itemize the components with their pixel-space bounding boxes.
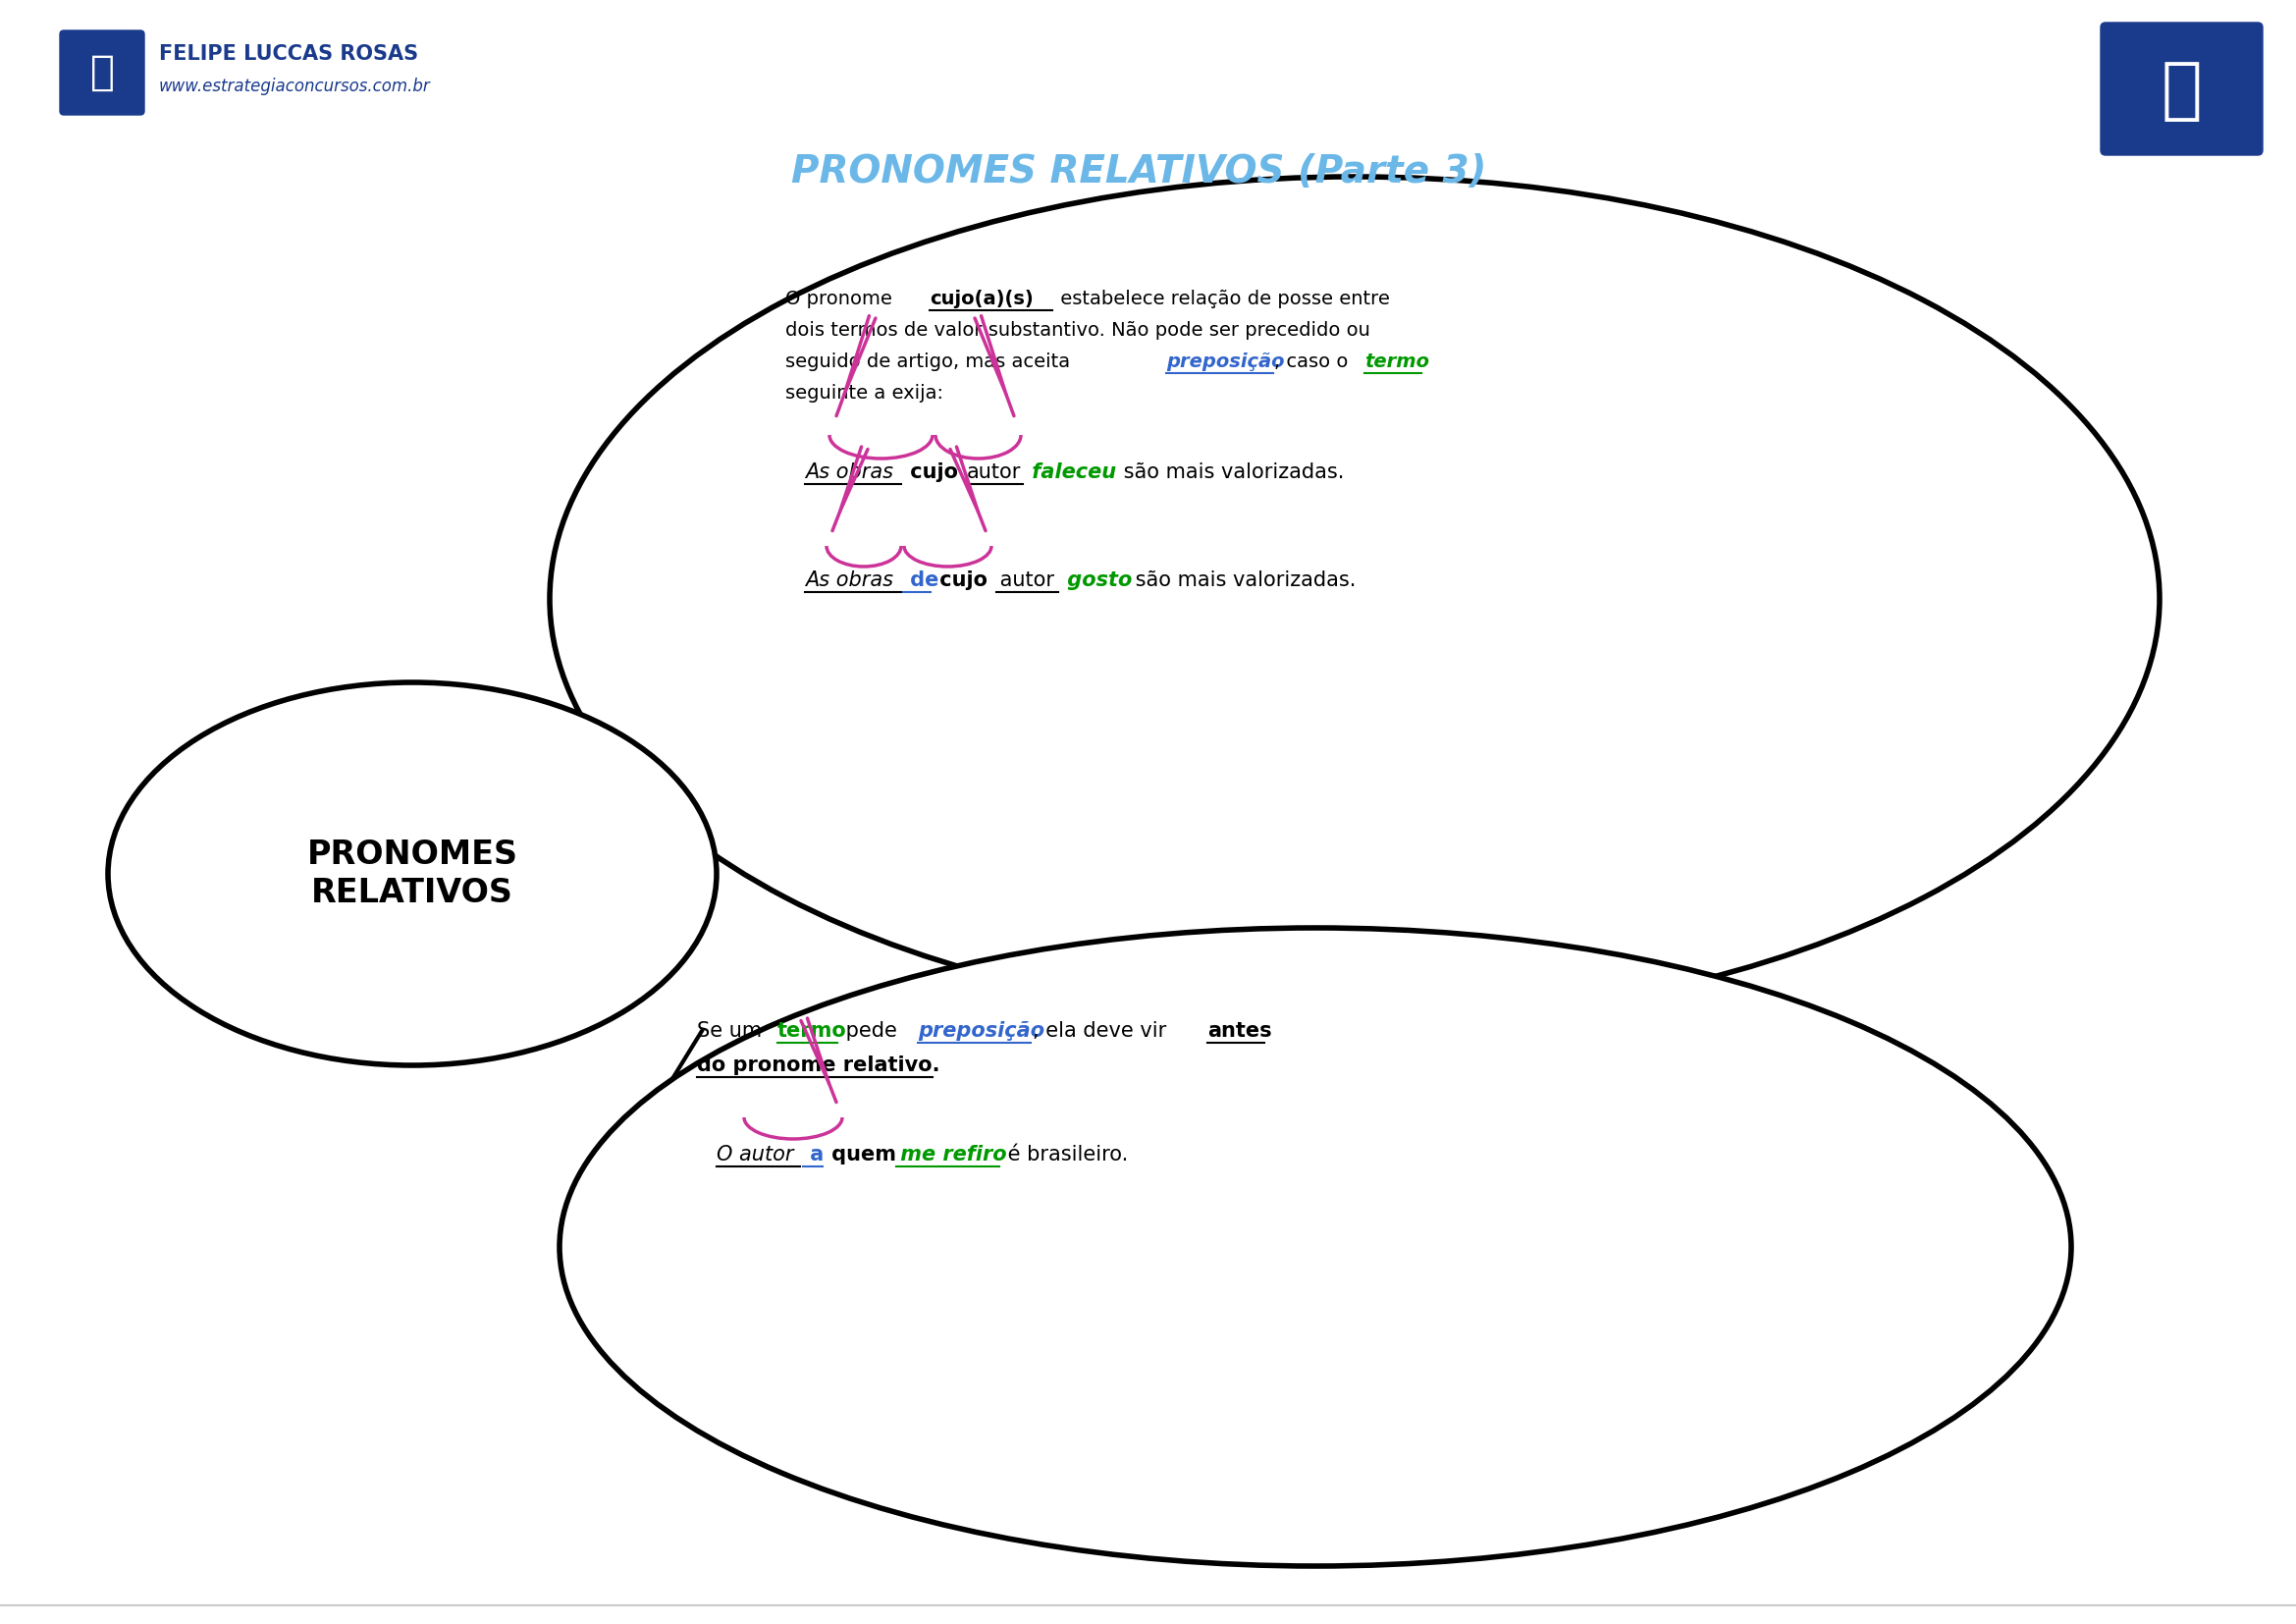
Text: cujo: cujo bbox=[902, 463, 964, 482]
Text: seguinte a exija:: seguinte a exija: bbox=[785, 383, 944, 403]
Text: são mais valorizadas.: são mais valorizadas. bbox=[1118, 463, 1343, 482]
Text: preposição: preposição bbox=[918, 1021, 1045, 1041]
Text: antes: antes bbox=[1208, 1021, 1272, 1041]
Text: a: a bbox=[804, 1145, 824, 1164]
Ellipse shape bbox=[560, 927, 2071, 1566]
Ellipse shape bbox=[108, 682, 716, 1065]
Text: termo: termo bbox=[778, 1021, 847, 1041]
Text: PRONOMES RELATIVOS (Parte 3): PRONOMES RELATIVOS (Parte 3) bbox=[792, 153, 1486, 190]
FancyBboxPatch shape bbox=[60, 31, 145, 115]
Text: , caso o: , caso o bbox=[1274, 352, 1355, 372]
Text: me refiro: me refiro bbox=[893, 1145, 1006, 1164]
Text: cujo(a)(s): cujo(a)(s) bbox=[930, 289, 1033, 309]
Text: PRONOMES
RELATIVOS: PRONOMES RELATIVOS bbox=[308, 840, 519, 909]
Text: , ela deve vir: , ela deve vir bbox=[1033, 1021, 1173, 1041]
Text: do pronome relativo.: do pronome relativo. bbox=[698, 1056, 939, 1075]
Text: As obras: As obras bbox=[806, 570, 893, 590]
Text: cujo: cujo bbox=[932, 570, 987, 590]
Text: O autor: O autor bbox=[716, 1145, 794, 1164]
FancyBboxPatch shape bbox=[2101, 23, 2262, 156]
Text: gosto: gosto bbox=[1061, 570, 1132, 590]
Text: www.estrategiaconcursos.com.br: www.estrategiaconcursos.com.br bbox=[158, 78, 432, 96]
Text: As obras: As obras bbox=[806, 463, 893, 482]
Text: autor: autor bbox=[994, 570, 1054, 590]
Text: de: de bbox=[902, 570, 939, 590]
Text: Se um: Se um bbox=[698, 1021, 769, 1041]
Text: 🦉: 🦉 bbox=[90, 52, 115, 93]
Text: termo: termo bbox=[1364, 352, 1428, 372]
Text: preposição: preposição bbox=[1166, 352, 1283, 372]
Ellipse shape bbox=[549, 177, 2161, 1021]
Text: pede: pede bbox=[840, 1021, 905, 1041]
Text: 🦉: 🦉 bbox=[2161, 57, 2202, 123]
Text: FELIPE LUCCAS ROSAS: FELIPE LUCCAS ROSAS bbox=[158, 44, 418, 63]
Text: seguido de artigo, mas aceita: seguido de artigo, mas aceita bbox=[785, 352, 1077, 372]
Text: são mais valorizadas.: são mais valorizadas. bbox=[1130, 570, 1357, 590]
Text: estabelece relação de posse entre: estabelece relação de posse entre bbox=[1054, 289, 1389, 309]
Text: O pronome: O pronome bbox=[785, 289, 898, 309]
Text: é brasileiro.: é brasileiro. bbox=[1001, 1145, 1127, 1164]
Text: dois termos de valor substantivo. Não pode ser precedido ou: dois termos de valor substantivo. Não po… bbox=[785, 322, 1371, 339]
Text: quem: quem bbox=[824, 1145, 895, 1164]
Text: faleceu: faleceu bbox=[1024, 463, 1116, 482]
Text: autor: autor bbox=[967, 463, 1022, 482]
